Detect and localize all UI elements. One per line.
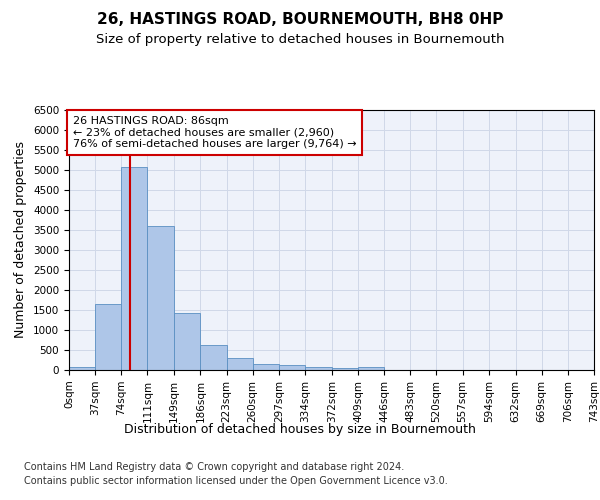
Text: 26 HASTINGS ROAD: 86sqm
← 23% of detached houses are smaller (2,960)
76% of semi: 26 HASTINGS ROAD: 86sqm ← 23% of detache… — [73, 116, 356, 149]
Bar — [69, 367, 95, 370]
Text: Size of property relative to detached houses in Bournemouth: Size of property relative to detached ho… — [96, 32, 504, 46]
Text: Distribution of detached houses by size in Bournemouth: Distribution of detached houses by size … — [124, 422, 476, 436]
Bar — [253, 364, 279, 370]
Text: 26, HASTINGS ROAD, BOURNEMOUTH, BH8 0HP: 26, HASTINGS ROAD, BOURNEMOUTH, BH8 0HP — [97, 12, 503, 28]
Bar — [95, 304, 121, 370]
Bar — [227, 358, 253, 370]
Bar — [279, 366, 305, 370]
Text: Contains HM Land Registry data © Crown copyright and database right 2024.: Contains HM Land Registry data © Crown c… — [24, 462, 404, 472]
Bar — [148, 226, 174, 370]
Bar — [358, 367, 384, 370]
Bar — [200, 345, 227, 370]
Y-axis label: Number of detached properties: Number of detached properties — [14, 142, 28, 338]
Bar — [174, 313, 200, 370]
Text: Contains public sector information licensed under the Open Government Licence v3: Contains public sector information licen… — [24, 476, 448, 486]
Bar — [121, 167, 148, 370]
Bar — [305, 367, 332, 370]
Bar — [332, 368, 358, 370]
